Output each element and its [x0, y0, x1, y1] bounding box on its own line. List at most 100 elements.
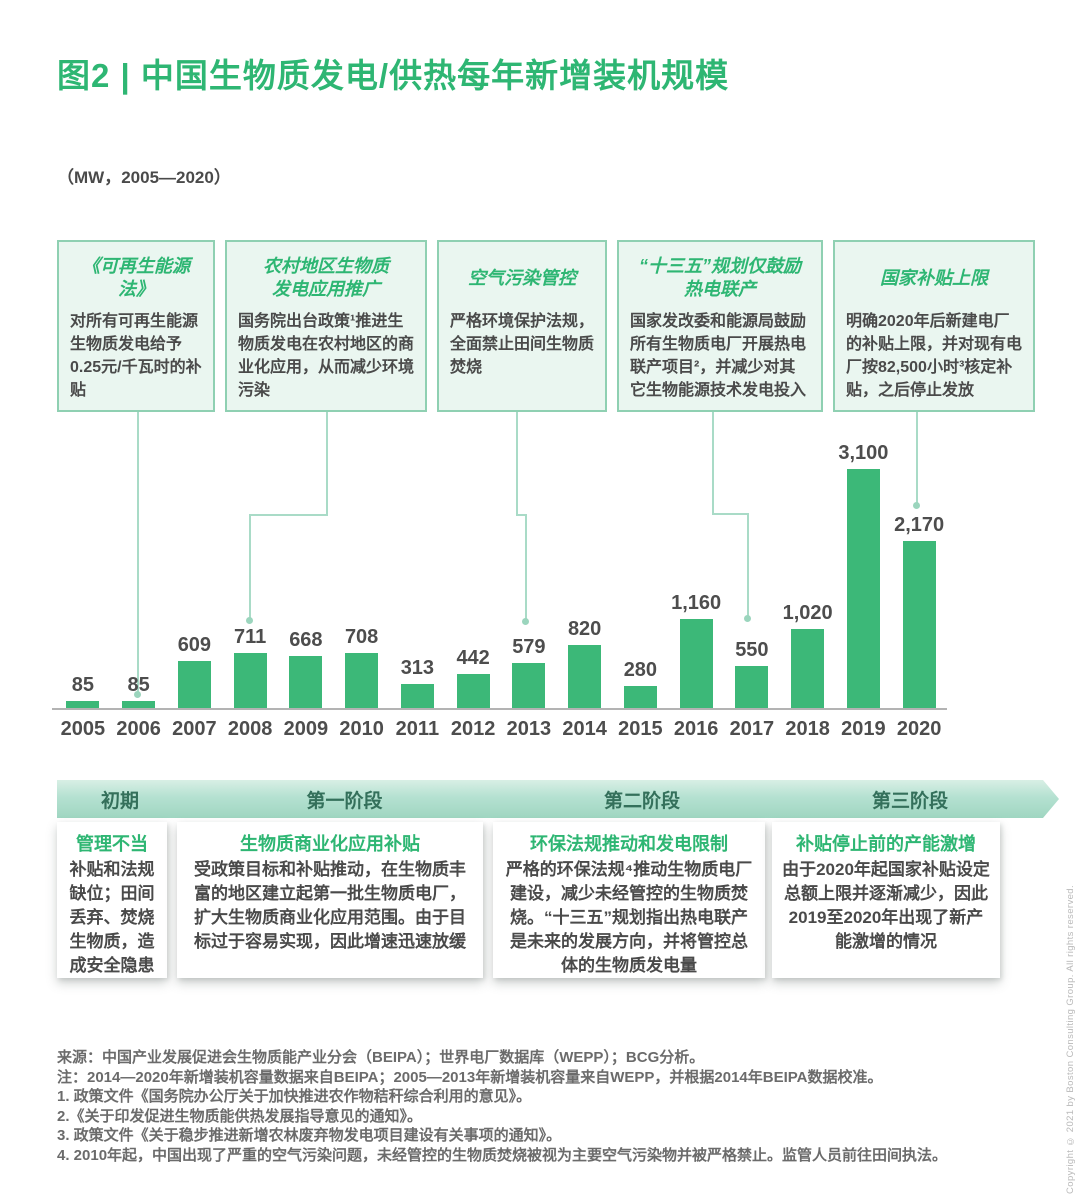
bar-column-2017: 550 — [724, 639, 780, 708]
policy-box-title: 《可再生能源法》 — [70, 252, 202, 304]
bar-2009 — [289, 656, 323, 708]
policy-box-body: 国家发改委和能源局鼓励所有生物质电厂开展热电联产项目²，并减少对其它生物能源技术… — [630, 313, 807, 399]
policy-box-1: 《可再生能源法》对所有可再生能源生物质发电给予0.25元/千瓦时的补贴 — [57, 240, 215, 412]
figure-subtitle: （MW，2005—2020） — [57, 168, 231, 187]
phase-card-title: 生物质商业化应用补贴 — [240, 834, 420, 854]
policy-box-title: 国家补贴上限 — [846, 252, 1022, 304]
policy-box-title-line: 空气污染管控 — [468, 267, 576, 288]
policy-box-title-line: 《可再生能源法》 — [82, 256, 190, 299]
phase-band-label: 第三阶段 — [871, 790, 948, 812]
policy-box-2: 农村地区生物质 发电应用推广国务院出台政策¹推进生物质发电在农村地区的商业化应用，… — [225, 240, 427, 412]
bars-row: 85 85 609 711 668 708 313 442 579 820 280 1,160 550 1… — [55, 420, 947, 708]
phase-card-body: 补贴和法规缺位；田间丢弃、焚烧生物质，造成安全隐患 — [69, 860, 155, 975]
bar-column-2019: 3,100 — [836, 442, 892, 708]
bar-column-2014: 820 — [557, 618, 613, 708]
x-axis-label-2018: 2018 — [785, 718, 830, 740]
copyright-vertical: Copyright © 2021 by Boston Consulting Gr… — [1065, 885, 1076, 1194]
bar-column-2018: 1,020 — [780, 602, 836, 708]
bar-2007 — [177, 661, 211, 708]
bar-2019 — [846, 469, 880, 708]
phase-band-label: 初期 — [100, 790, 139, 812]
footnote-line-3: 1. 政策文件《国务院办公厅关于加快推进农作物秸秆综合利用的意见》。 — [57, 1088, 532, 1105]
phase-band-3: 第二阶段 — [486, 780, 802, 818]
policy-box-title-line: 农村地区生物质 — [263, 256, 389, 276]
policy-box-body: 对所有可再生能源生物质发电给予0.25元/千瓦时的补贴 — [70, 313, 202, 399]
x-axis-label-2012: 2012 — [450, 718, 496, 740]
figure-title: 图2 | 中国生物质发电/供热每年新增装机规模 — [57, 57, 730, 94]
phase-card-body: 受政策目标和补贴推动，在生物质丰富的地区建立起第一批生物质电厂，扩大生物质商业化… — [194, 860, 466, 951]
bar-value-label: 1,020 — [782, 602, 833, 624]
bar-2014 — [568, 645, 602, 708]
footnote-line-1: 来源：中国产业发展促进会生物质能产业分会（BEIPA）；世界电厂数据库（WEPP… — [57, 1049, 705, 1066]
bar-2012 — [456, 674, 490, 708]
phase-card-title: 补贴停止前的产能激增 — [796, 834, 976, 854]
bar-value-label: 280 — [623, 659, 658, 681]
phase-card-4: 补贴停止前的产能激增由于2020年起国家补贴设定总额上限并逐渐减少，因此2019… — [772, 822, 1000, 978]
phase-band-label: 第一阶段 — [306, 790, 383, 812]
phase-band-2: 第一阶段 — [170, 780, 523, 818]
policy-box-title-line: “十三五”规划仅鼓励 — [639, 256, 801, 276]
policy-box-title: 空气污染管控 — [450, 252, 594, 304]
bar-value-label: 668 — [289, 629, 323, 651]
bar-column-2015: 280 — [613, 659, 669, 708]
bar-column-2020: 2,170 — [891, 514, 947, 708]
bar-value-label: 2,170 — [894, 514, 945, 536]
bar-column-2005: 85 — [55, 674, 111, 708]
footnote-line-4: 2.《关于印发促进生物质能供热发展指导意见的通知》。 — [57, 1107, 423, 1125]
bar-2015 — [623, 686, 657, 708]
x-axis-label-2006: 2006 — [116, 718, 161, 740]
x-axis-label-2019: 2019 — [841, 718, 886, 740]
phase-card-title: 环保法规推动和发电限制 — [530, 834, 728, 854]
bar-value-label: 1,160 — [671, 592, 722, 614]
x-axis-label-2007: 2007 — [172, 718, 217, 740]
policy-box-body: 明确2020年后新建电厂的补贴上限，并对现有电厂按82,500小时³核定补贴，之… — [846, 313, 1023, 399]
phase-band-4: 第三阶段 — [765, 780, 1059, 818]
bar-column-2007: 609 — [167, 634, 223, 708]
bar-value-label: 85 — [71, 674, 94, 696]
bar-column-2016: 1,160 — [668, 592, 724, 708]
x-axis-line — [52, 708, 947, 710]
x-axis-label-2017: 2017 — [729, 718, 775, 740]
phase-card-3: 环保法规推动和发电限制 严格的环保法规⁴推动生物质电厂建设，减少未经管控的生物质焚… — [493, 822, 765, 978]
bar-column-2008: 711 — [222, 626, 278, 708]
x-axis-labels: 2005 2006 2007 2008 2009 2010 2011 2012 2013 2014… — [55, 718, 947, 741]
phase-card-body: 由于2020年起国家补贴设定总额上限并逐渐减少，因此2019至2020年出现了新… — [782, 860, 990, 951]
x-axis-label-2020: 2020 — [896, 718, 942, 740]
phase-band-label: 第二阶段 — [603, 790, 680, 812]
bar-value-label: 609 — [177, 634, 212, 656]
footnotes: 来源：中国产业发展促进会生物质能产业分会（BEIPA）；世界电厂数据库（WEPP… — [57, 1048, 1037, 1165]
footnote-line-5: 3. 政策文件《关于稳步推进新增农林废弃物发电项目建设有关事项的通知》。 — [57, 1127, 562, 1144]
policy-box-title: “十三五”规划仅鼓励 热电联产 — [630, 252, 810, 304]
policy-box-body: 国务院出台政策¹推进生物质发电在农村地区的商业化应用，从而减少环境污染 — [238, 313, 415, 399]
bar-2017 — [735, 666, 769, 708]
x-axis-label-2014: 2014 — [562, 718, 607, 740]
policy-annotation-row: 《可再生能源法》 对所有可再生能源生物质发电给予0.25元/千瓦时的补贴 农村地区生… — [57, 240, 1035, 412]
bar-value-label: 85 — [127, 674, 150, 696]
policy-box-body: 严格环境保护法规，全面禁止田间生物质焚烧 — [450, 313, 595, 376]
bar-column-2012: 442 — [445, 647, 501, 708]
x-axis-label-2016: 2016 — [673, 718, 719, 740]
bar-2013 — [512, 663, 546, 708]
policy-box-3: 空气污染管控严格环境保护法规，全面禁止田间生物质焚烧 — [437, 240, 607, 412]
policy-box-title-line: 发电应用推广 — [272, 279, 380, 299]
bar-column-2011: 313 — [390, 657, 446, 708]
x-axis-label-2005: 2005 — [60, 718, 106, 740]
phases-section: 初期 管理不当 补贴和法规缺位；田间丢弃、焚烧生物质，造成安全隐患 第一阶段 生物质商业… — [0, 780, 1080, 995]
bar-value-label: 579 — [512, 636, 546, 658]
policy-box-5: 国家补贴上限明确2020年后新建电厂的补贴上限，并对现有电厂按82,500小时³… — [833, 240, 1035, 412]
bar-2006 — [122, 701, 156, 708]
x-axis-label-2013: 2013 — [506, 718, 552, 740]
bar-column-2013: 579 — [501, 636, 557, 708]
bar-value-label: 550 — [735, 639, 769, 661]
bar-2018 — [791, 629, 825, 708]
x-axis-label-2011: 2011 — [395, 718, 440, 740]
bar-2010 — [345, 653, 379, 708]
footnote-line-6: 4. 2010年起，中国出现了严重的空气污染问题，未经管控的生物质焚烧被视为主要… — [57, 1146, 948, 1164]
policy-box-title: 农村地区生物质 发电应用推广 — [238, 252, 414, 304]
bar-2016 — [679, 619, 713, 708]
x-axis-label-2010: 2010 — [339, 718, 384, 740]
bar-2008 — [233, 653, 267, 708]
policy-box-4: “十三五”规划仅鼓励 热电联产国家发改委和能源局鼓励所有生物质电厂开展热电联产项目… — [617, 240, 823, 412]
x-axis-label-2008: 2008 — [227, 718, 273, 740]
bar-value-label: 711 — [233, 626, 267, 648]
